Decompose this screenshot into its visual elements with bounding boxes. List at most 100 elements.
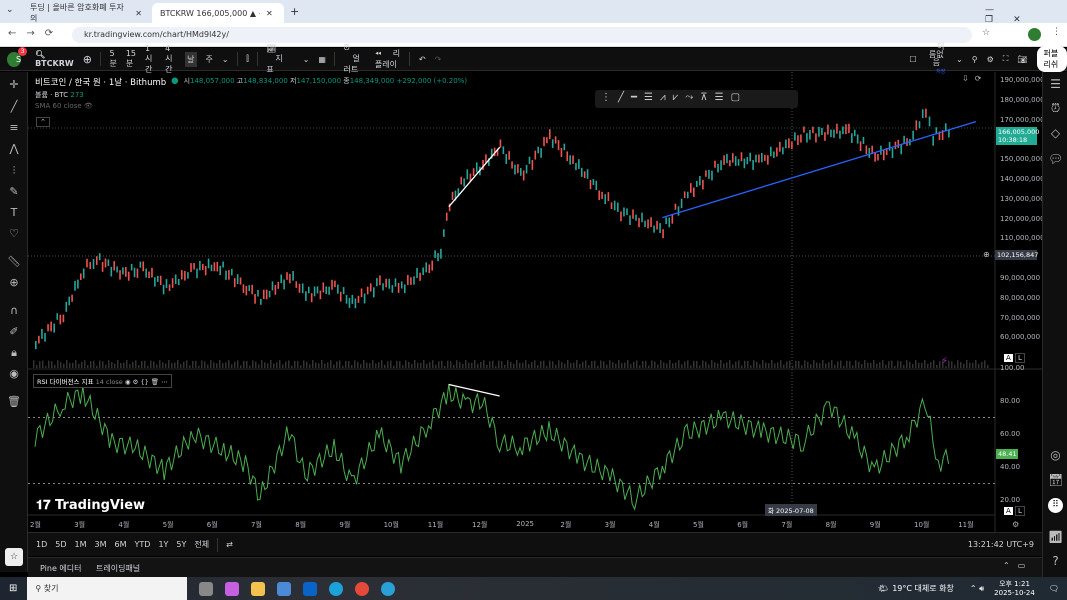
- browser-menu-icon[interactable]: ⋮: [1052, 27, 1061, 37]
- layers-icon[interactable]: ◇: [1050, 126, 1061, 140]
- tab-list-chevron-icon[interactable]: ⌄: [6, 5, 14, 15]
- crosshair-icon[interactable]: ✛: [9, 78, 19, 91]
- alert-button[interactable]: ⏰︎ 얼러트: [343, 43, 360, 74]
- range-5y[interactable]: 5Y: [176, 540, 187, 549]
- range-all[interactable]: 전체: [194, 540, 210, 549]
- alarm-clock-icon[interactable]: ⏰︎: [1050, 101, 1061, 115]
- text-tool-icon[interactable]: T: [10, 206, 18, 219]
- close-icon[interactable]: ✕: [266, 8, 273, 18]
- range-5d[interactable]: 5D: [55, 540, 67, 549]
- url-input[interactable]: kr.tradingview.com/chart/HMd9l42y/: [72, 27, 972, 43]
- clock[interactable]: 13:21:42 UTC+9: [967, 540, 1034, 549]
- chat-icon[interactable]: 💬︎: [1048, 152, 1064, 166]
- interval-4h[interactable]: 4시간: [165, 43, 173, 74]
- taskbar-search[interactable]: ⚲ 찾기: [27, 577, 188, 600]
- profile-avatar[interactable]: [1028, 28, 1041, 41]
- flash-icon[interactable]: ⚡︎: [941, 356, 949, 367]
- candle-type-icon[interactable]: ⫿: [246, 54, 249, 63]
- stay-drawing-icon[interactable]: ✐: [9, 325, 19, 338]
- layout-dropdown-icon[interactable]: ⌄: [956, 54, 963, 64]
- interval-dropdown-icon[interactable]: ⌄: [221, 54, 229, 64]
- range-6m[interactable]: 6M: [114, 540, 127, 549]
- copilot-icon[interactable]: [225, 581, 240, 596]
- store-icon[interactable]: [277, 581, 292, 596]
- interval-1w[interactable]: 주: [205, 54, 213, 64]
- symbol-search[interactable]: 🔍︎BTCKRW: [35, 50, 74, 68]
- file-explorer-icon[interactable]: [251, 581, 266, 596]
- ruler-icon[interactable]: 📏︎: [7, 255, 21, 268]
- settings-icon[interactable]: ⚙︎: [986, 54, 994, 64]
- telegram-icon[interactable]: [381, 581, 396, 596]
- range-ytd[interactable]: YTD: [134, 540, 151, 549]
- outlook-icon[interactable]: [303, 581, 318, 596]
- system-tray-icons[interactable]: ⌃ 🔊︎: [969, 583, 985, 593]
- interval-1d[interactable]: 날: [185, 51, 197, 67]
- rsi-auto-scale-toggle[interactable]: A L: [1004, 506, 1025, 516]
- eye-icon[interactable]: 👁︎: [83, 102, 93, 110]
- time-axis-settings-icon[interactable]: ⚙︎: [1012, 520, 1020, 529]
- fib-tool-icon[interactable]: ≡: [9, 121, 19, 134]
- goto-date-icon[interactable]: ⇄: [226, 540, 233, 549]
- add-alert-plus-icon[interactable]: ⊕: [983, 250, 990, 259]
- indicators-dropdown-icon[interactable]: ⌄: [302, 54, 310, 64]
- interval-15m[interactable]: 15분: [125, 49, 137, 68]
- clock-tray[interactable]: 오후 1:21 2025-10-24: [994, 580, 1035, 598]
- undo-icon[interactable]: ↶: [418, 54, 426, 64]
- weather-icon[interactable]: 🌤︎: [878, 584, 889, 593]
- signal-icon[interactable]: 📶︎: [1048, 530, 1064, 544]
- rsi-eye-icon[interactable]: ◉ ⚙︎ {} 🗑︎ ⋯: [124, 378, 168, 386]
- range-1m[interactable]: 1M: [74, 540, 87, 549]
- range-1d[interactable]: 1D: [36, 540, 48, 549]
- rsi-legend[interactable]: RSI 다이버전스 지표 14 close ◉ ⚙︎ {} 🗑︎ ⋯: [33, 374, 172, 388]
- pine-editor-tab[interactable]: Pine 에디터: [40, 564, 82, 573]
- bookmark-star-icon[interactable]: ☆: [982, 28, 991, 38]
- scroll-to-latest-icon[interactable]: ⇩⟳: [962, 74, 988, 83]
- task-view-icon[interactable]: [199, 581, 214, 596]
- fullscreen-icon[interactable]: ⛶: [1002, 54, 1009, 63]
- screenshot-icon[interactable]: 📷︎: [1017, 54, 1028, 64]
- window-controls[interactable]: —❐✕: [985, 5, 1041, 25]
- watchlist-icon[interactable]: ☰: [1050, 77, 1061, 91]
- apps-grid-icon[interactable]: ⠿: [1048, 498, 1063, 513]
- icon-tool-heart-icon[interactable]: ♡: [9, 227, 19, 240]
- redo-icon[interactable]: ↷: [434, 54, 442, 64]
- browser-tab[interactable]: 투딩 | 올바른 암호화폐 투자의 ✕: [22, 3, 150, 23]
- lock-icon[interactable]: 🔒︎: [11, 346, 17, 359]
- indicators-button[interactable]: 📈︎ 지표: [266, 43, 283, 74]
- interval-5m[interactable]: 5분: [109, 49, 117, 68]
- layout-name[interactable]: 이름없음 저장: [926, 42, 948, 76]
- target-icon[interactable]: ◎: [1050, 448, 1061, 462]
- panel-controls[interactable]: ⌃▭: [1003, 561, 1034, 570]
- notification-icon[interactable]: 🗨︎: [1048, 584, 1059, 593]
- calendar-icon[interactable]: 📅︎: [1048, 473, 1064, 487]
- chrome-icon[interactable]: [355, 581, 370, 596]
- windows-start-icon[interactable]: ⊞: [9, 583, 18, 594]
- layout-checkbox-icon[interactable]: ☐: [909, 54, 917, 64]
- new-tab-button[interactable]: +: [290, 5, 300, 18]
- watchlist-star-icon[interactable]: ☆: [5, 548, 23, 566]
- range-1y[interactable]: 1Y: [158, 540, 169, 549]
- auto-scale-toggle[interactable]: A L: [1004, 353, 1025, 363]
- weather-text[interactable]: 19°C 대체로 화창: [892, 584, 954, 593]
- replay-button[interactable]: ⏪︎ 리플레이: [374, 49, 401, 69]
- browser-tab-active[interactable]: BTCKRW 166,005,000 ▲ +0.3 ✕: [152, 3, 284, 23]
- zoom-in-icon[interactable]: ⊕: [9, 276, 19, 289]
- quick-search-icon[interactable]: ⚲: [971, 54, 978, 64]
- projection-tool-icon[interactable]: ⫶: [12, 164, 16, 177]
- brush-tool-icon[interactable]: ✎: [9, 185, 19, 198]
- range-3m[interactable]: 3M: [94, 540, 107, 549]
- trash-icon[interactable]: 🗑︎: [7, 395, 21, 408]
- hide-drawings-eye-icon[interactable]: ◉: [9, 367, 19, 380]
- magnet-icon[interactable]: ∩: [9, 304, 19, 317]
- chart-area[interactable]: 비트코인 / 한국 원 · 1날 · Bithumb ● 시148,057,00…: [28, 72, 1045, 532]
- pattern-tool-icon[interactable]: ⋀: [9, 142, 19, 155]
- compare-add-icon[interactable]: ⊕: [82, 52, 92, 66]
- collapse-legend-button[interactable]: ⌃: [36, 117, 50, 127]
- drawing-float-toolbar[interactable]: ⋮╱━☰⩘⩗⤳⊼☰▢: [595, 90, 798, 108]
- templates-icon[interactable]: ▦: [318, 54, 326, 64]
- sma-legend[interactable]: SMA 60 close 👁︎: [35, 102, 93, 110]
- trading-panel-tab[interactable]: 트레이딩패널: [96, 564, 141, 573]
- interval-1h[interactable]: 1시간: [145, 43, 153, 74]
- nav-buttons[interactable]: ←→⟳: [8, 28, 64, 39]
